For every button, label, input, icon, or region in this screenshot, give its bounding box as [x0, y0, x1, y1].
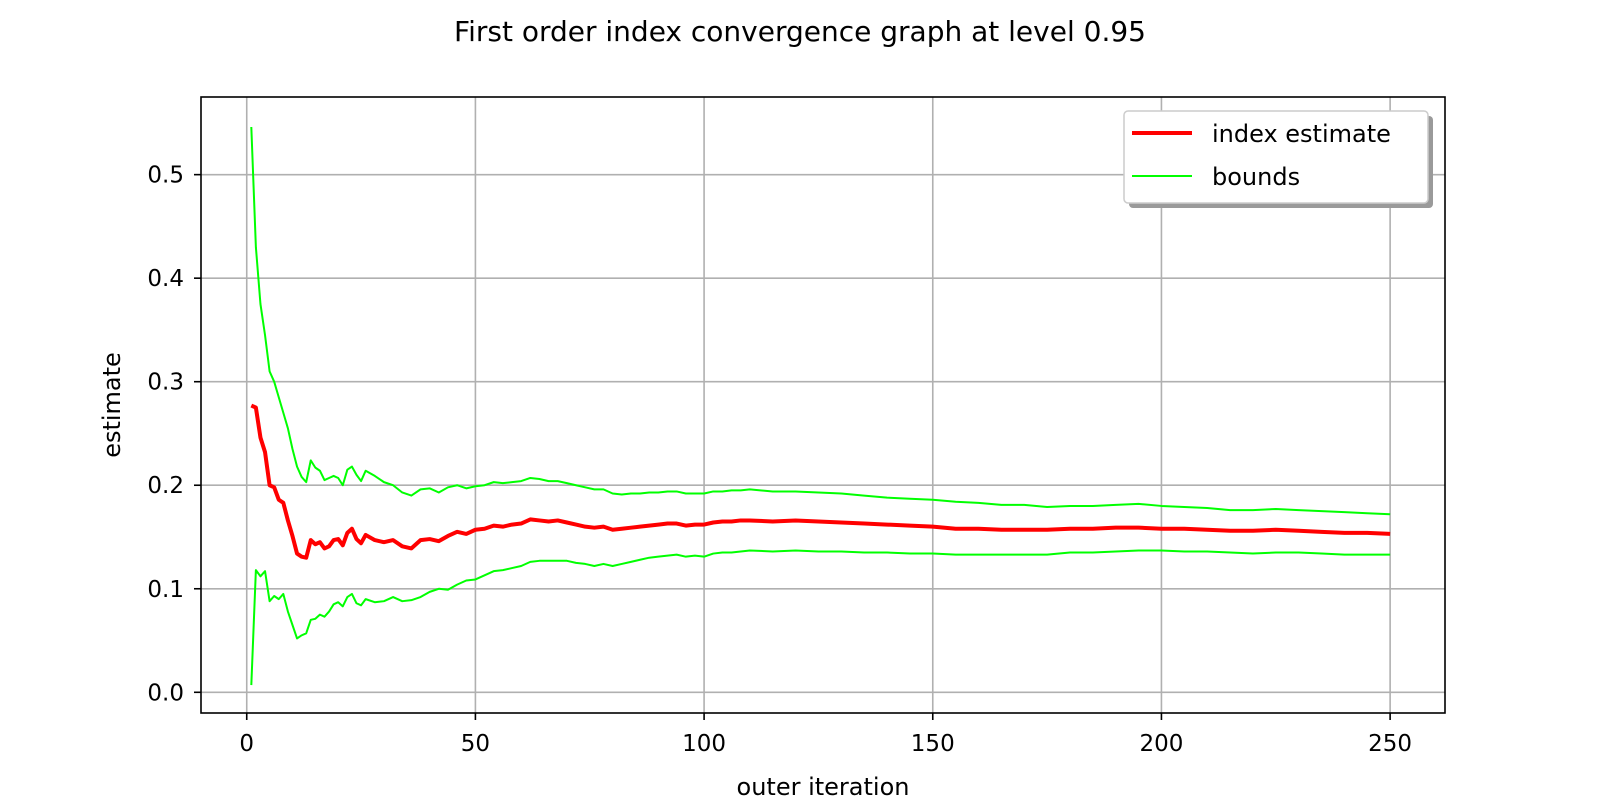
legend-box: [1123, 110, 1429, 204]
x-tick-label: 250: [1368, 731, 1412, 757]
x-tick-label: 100: [682, 731, 726, 757]
y-tick-label: 0.2: [147, 473, 184, 499]
x-tick-label: 200: [1139, 731, 1183, 757]
x-tick-label: 50: [461, 731, 490, 757]
lower-bound-line: [250, 549, 1391, 686]
index-estimate-line: [250, 403, 1391, 560]
chart-title: First order index convergence graph at l…: [454, 15, 1146, 48]
y-axis-ticks: 0.0 0.1 0.2 0.3 0.4 0.5: [147, 163, 201, 706]
x-tick-label: 150: [911, 731, 955, 757]
plot-series: [250, 126, 1391, 686]
upper-bound-line: [250, 126, 1391, 516]
x-tick-label: 0: [239, 731, 254, 757]
legend-label-index-estimate: index estimate: [1212, 120, 1391, 148]
legend-label-bounds: bounds: [1212, 163, 1300, 191]
y-tick-label: 0.1: [147, 577, 184, 603]
y-tick-label: 0.4: [147, 266, 184, 292]
y-tick-label: 0.5: [147, 163, 184, 189]
y-tick-label: 0.3: [147, 370, 184, 396]
y-tick-label: 0.0: [147, 680, 184, 706]
plot-frame: [200, 96, 1446, 714]
y-axis-label: estimate: [98, 352, 126, 458]
x-axis-ticks: 0 50 100 150 200 250: [239, 713, 1412, 757]
legend: index estimate bounds: [1123, 110, 1433, 208]
x-axis-label: outer iteration: [737, 773, 910, 800]
